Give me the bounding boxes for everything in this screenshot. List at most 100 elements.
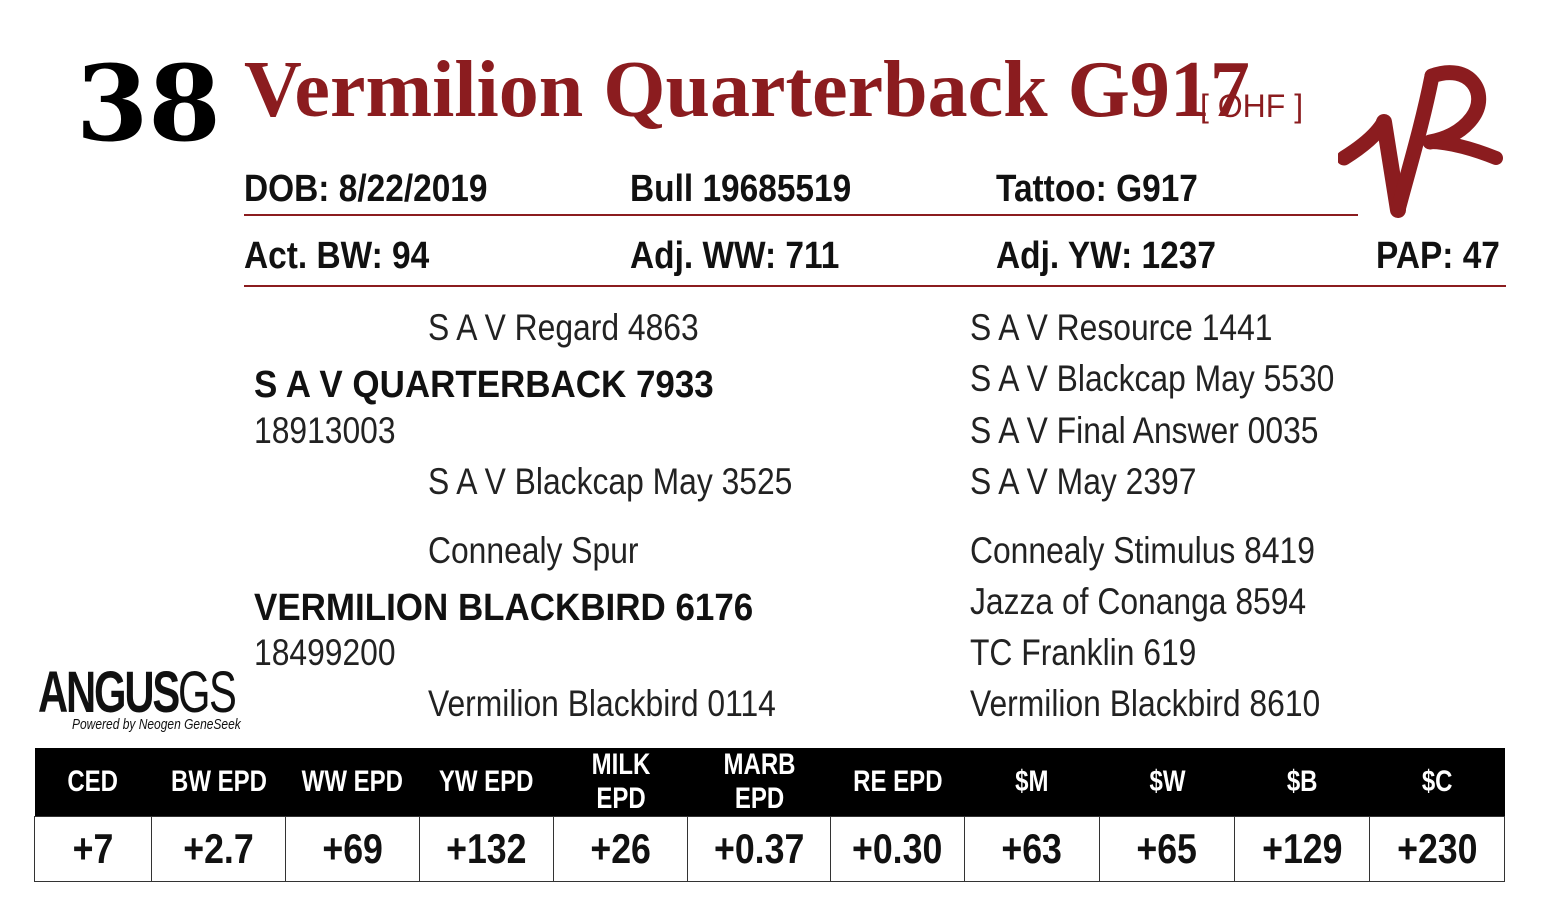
animal-tag: [ OHF ] bbox=[1200, 88, 1304, 124]
epd-header: $W bbox=[1099, 748, 1235, 817]
epd-value: +69 bbox=[285, 816, 420, 882]
epd-header: MILK EPD bbox=[553, 748, 688, 817]
epd-header: RE EPD bbox=[830, 748, 965, 817]
dam-great-grandparent-1-text: Connealy Stimulus 8419 bbox=[970, 530, 1315, 571]
epd-header-ww: WW EPD bbox=[301, 765, 404, 798]
epd-value: +65 bbox=[1099, 816, 1235, 882]
sire-great-grandparent-4-text: S A V May 2397 bbox=[970, 461, 1197, 502]
sire-great-grandparent-1-text: S A V Resource 1441 bbox=[970, 307, 1273, 348]
dam-great-grandparent-4-text: Vermilion Blackbird 8610 bbox=[970, 683, 1321, 724]
sire-great-grandparent-3: S A V Final Answer 0035 bbox=[970, 412, 1375, 449]
sire-of-sire-text: S A V Regard 4863 bbox=[428, 307, 699, 348]
epd-header-marb: MARB EPD bbox=[723, 748, 795, 815]
epd-header: YW EPD bbox=[419, 748, 554, 817]
dam-name-text: VERMILION BLACKBIRD 6176 bbox=[254, 587, 754, 629]
dam-great-grandparent-3: TC Franklin 619 bbox=[970, 634, 1233, 671]
epd-value-w: +65 bbox=[1136, 825, 1198, 872]
dam-great-grandparent-1: Connealy Stimulus 8419 bbox=[970, 532, 1371, 569]
sire-great-grandparent-2-text: S A V Blackcap May 5530 bbox=[970, 358, 1335, 399]
act-bw-field: Act. BW: 94 bbox=[244, 237, 454, 275]
epd-header-bw: BW EPD bbox=[170, 765, 267, 798]
act-bw-text: Act. BW: 94 bbox=[244, 235, 430, 277]
epd-value: +0.37 bbox=[687, 816, 831, 882]
adj-yw-field: Adj. YW: 1237 bbox=[996, 237, 1246, 275]
dam-great-grandparent-4: Vermilion Blackbird 8610 bbox=[970, 685, 1377, 722]
dam-registration-text: 18499200 bbox=[254, 632, 396, 673]
epd-value-m: +63 bbox=[1001, 825, 1063, 872]
adj-ww-field: Adj. WW: 711 bbox=[630, 237, 868, 275]
epd-header-yw: YW EPD bbox=[439, 765, 534, 798]
sire-great-grandparent-1: S A V Resource 1441 bbox=[970, 309, 1322, 346]
epd-header: $B bbox=[1234, 748, 1370, 817]
epd-header-row: CED BW EPD WW EPD YW EPD MILK EPD MARB E… bbox=[34, 748, 1505, 817]
epd-value: +26 bbox=[553, 816, 688, 882]
registration-field: Bull 19685519 bbox=[630, 170, 881, 208]
epd-header: CED bbox=[34, 748, 152, 817]
epd-header-w: $W bbox=[1149, 765, 1185, 798]
sire-great-grandparent-3-text: S A V Final Answer 0035 bbox=[970, 410, 1319, 451]
tattoo-text: Tattoo: G917 bbox=[996, 168, 1198, 210]
epd-value: +63 bbox=[964, 816, 1100, 882]
sire-registration: 18913003 bbox=[254, 412, 419, 449]
sire-great-grandparent-2: S A V Blackcap May 5530 bbox=[970, 360, 1394, 397]
epd-value-ww: +69 bbox=[322, 825, 383, 872]
sire-of-dam-text: Connealy Spur bbox=[428, 530, 639, 571]
logo-suffix: GS bbox=[178, 660, 237, 725]
sire-name: S A V QUARTERBACK 7933 bbox=[254, 366, 754, 404]
epd-value-c: +230 bbox=[1396, 825, 1478, 872]
epd-value-b: +129 bbox=[1261, 825, 1343, 872]
epd-value: +2.7 bbox=[151, 816, 286, 882]
epd-header-c: $C bbox=[1421, 765, 1453, 798]
vr-brand-icon bbox=[1338, 65, 1503, 218]
epd-header: MARB EPD bbox=[687, 748, 831, 817]
dob-text: DOB: 8/22/2019 bbox=[244, 168, 488, 210]
epd-table: CED BW EPD WW EPD YW EPD MILK EPD MARB E… bbox=[34, 748, 1505, 882]
dam-great-grandparent-2-text: Jazza of Conanga 8594 bbox=[970, 581, 1307, 622]
dam-name: VERMILION BLACKBIRD 6176 bbox=[254, 589, 797, 627]
epd-header-b: $B bbox=[1286, 765, 1318, 798]
sire-name-text: S A V QUARTERBACK 7933 bbox=[254, 364, 714, 406]
tattoo-field: Tattoo: G917 bbox=[996, 170, 1225, 208]
angus-gs-logo: ANGUSGS Powered by Neogen GeneSeek bbox=[38, 664, 312, 734]
dam-registration: 18499200 bbox=[254, 634, 419, 671]
sire-of-dam: Connealy Spur bbox=[428, 532, 673, 569]
sire-registration-text: 18913003 bbox=[254, 410, 396, 451]
epd-value-milk: +26 bbox=[590, 825, 651, 872]
epd-value-marb: +0.37 bbox=[713, 825, 805, 872]
epd-header-ced: CED bbox=[67, 765, 119, 798]
animal-name: Vermilion Quarterback G917 bbox=[244, 46, 1250, 134]
epd-value: +129 bbox=[1234, 816, 1370, 882]
epd-value: +132 bbox=[419, 816, 554, 882]
sire-great-grandparent-4: S A V May 2397 bbox=[970, 463, 1233, 500]
epd-value-yw: +132 bbox=[446, 825, 527, 872]
logo-subtitle: Powered by Neogen GeneSeek bbox=[72, 716, 241, 733]
epd-header: BW EPD bbox=[151, 748, 286, 817]
registration-text: Bull 19685519 bbox=[630, 168, 852, 210]
epd-header: $C bbox=[1369, 748, 1505, 817]
dam-of-sire: S A V Blackcap May 3525 bbox=[428, 463, 852, 500]
pap-text: PAP: 47 bbox=[1376, 235, 1500, 277]
epd-value: +0.30 bbox=[830, 816, 965, 882]
dam-great-grandparent-2: Jazza of Conanga 8594 bbox=[970, 583, 1361, 620]
dam-of-dam-text: Vermilion Blackbird 0114 bbox=[428, 683, 776, 724]
sire-of-sire: S A V Regard 4863 bbox=[428, 309, 743, 346]
epd-value: +230 bbox=[1369, 816, 1505, 882]
adj-ww-text: Adj. WW: 711 bbox=[630, 235, 840, 277]
dam-great-grandparent-3-text: TC Franklin 619 bbox=[970, 632, 1197, 673]
epd-value-bw: +2.7 bbox=[183, 825, 254, 872]
logo-wordmark: ANGUSGS bbox=[38, 664, 237, 722]
epd-header: $M bbox=[964, 748, 1100, 817]
epd-header-m: $M bbox=[1015, 765, 1049, 798]
dob-field: DOB: 8/22/2019 bbox=[244, 170, 521, 208]
lot-number: 38 bbox=[76, 42, 221, 165]
divider-bottom bbox=[244, 285, 1506, 287]
logo-word: ANGUS bbox=[38, 660, 180, 725]
dam-of-dam: Vermilion Blackbird 0114 bbox=[428, 685, 832, 722]
epd-header: WW EPD bbox=[285, 748, 420, 817]
epd-value-row: +7 +2.7 +69 +132 +26 +0.37 +0.30 +63 +65… bbox=[34, 816, 1505, 882]
epd-header-re: RE EPD bbox=[852, 765, 943, 798]
pap-field: PAP: 47 bbox=[1376, 237, 1517, 275]
dam-of-sire-text: S A V Blackcap May 3525 bbox=[428, 461, 793, 502]
epd-value-ced: +7 bbox=[72, 825, 114, 872]
epd-value: +7 bbox=[34, 816, 152, 882]
